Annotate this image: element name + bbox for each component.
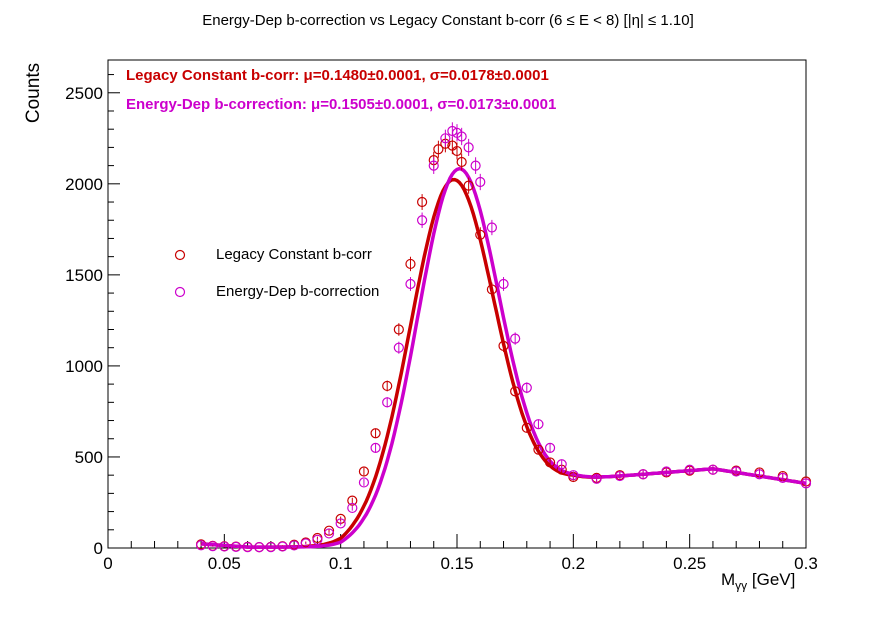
data-point-legacy [533,444,544,455]
data-point-energy [195,540,207,551]
x-tick-label: 0.2 [562,554,586,573]
y-tick-label: 1500 [65,266,103,285]
data-point-legacy [463,180,474,191]
data-point-legacy [498,340,509,351]
data-point-energy [265,541,276,553]
data-point-energy [521,382,532,393]
data-point-energy [219,541,230,552]
y-tick-label: 500 [75,448,103,467]
data-point-energy [498,278,509,290]
x-axis-label: Mγγ [GeV] [721,570,795,592]
data-point-energy [254,541,265,553]
data-point-energy [456,131,467,142]
chart-title: Energy-Dep b-correction vs Legacy Consta… [202,12,694,29]
legend-label-legacy: Legacy Constant b-corr [216,246,372,263]
x-tick-label: 0.05 [208,554,241,573]
x-axis-label-sub: γγ [735,578,748,593]
y-tick-label: 0 [94,539,103,558]
data-point-energy [591,473,602,484]
data-point-energy [777,472,788,483]
fit-result-legacy: Legacy Constant b-corr: μ=0.1480±0.0001,… [126,67,549,84]
data-point-legacy [510,386,521,397]
y-tick-label: 2500 [65,84,103,103]
legend-marker-legacy [174,249,186,261]
data-point-legacy [475,229,486,240]
data-point-energy [405,278,416,290]
data-point-energy [347,502,358,514]
data-point-energy [510,333,521,344]
data-point-energy [486,222,497,233]
data-point-energy [568,470,579,481]
data-point-energy [544,442,556,453]
data-point-energy [230,541,242,553]
data-point-energy [731,466,742,477]
data-point-legacy [544,457,556,468]
data-point-legacy [323,525,335,536]
data-points [195,122,812,553]
data-point-legacy [521,422,532,433]
x-axis-label-unit: [GeV] [747,570,796,589]
data-point-legacy [486,284,497,295]
data-point-legacy [417,196,428,208]
x-tick-label: 0.25 [673,554,706,573]
x-tick-label: 0.15 [440,554,473,573]
data-point-energy [335,518,346,529]
data-point-legacy [405,258,416,270]
y-axis-label: Counts [23,62,44,124]
y-tick-label: 1000 [65,357,103,376]
data-point-legacy [451,145,463,157]
data-point-energy [800,478,812,489]
data-point-energy [638,469,649,480]
y-axis-ticks: 0 500 1000 1500 2000 2500 [65,74,120,558]
y-tick-label: 2000 [65,175,103,194]
data-point-energy [707,464,719,475]
x-axis-ticks: 0 0.05 0.1 0.15 0.2 0.25 0.3 [103,534,818,573]
data-point-energy [312,534,323,545]
fit-curve-energy [200,166,807,549]
data-point-legacy [382,380,393,392]
data-point-energy [277,541,288,552]
data-point-legacy [393,324,404,335]
data-point-energy [323,528,335,539]
data-point-energy [463,142,474,153]
fit-result-energy: Energy-Dep b-correction: μ=0.1505±0.0001… [126,96,557,113]
x-axis-label-main: M [721,570,736,589]
data-point-energy [300,538,311,549]
data-point-legacy [347,495,358,506]
data-point-energy [393,342,404,353]
data-point-energy [470,160,481,171]
legend-label-energy: Energy-Dep b-correction [216,283,380,300]
data-point-legacy [358,466,370,477]
data-point-energy [358,477,370,488]
data-point-energy [754,469,765,480]
data-point-energy [533,419,544,430]
data-point-energy [370,442,381,453]
data-point-energy [242,541,253,553]
data-point-energy [440,133,451,144]
data-point-energy [207,541,218,552]
data-point-energy [556,459,567,470]
data-point-legacy [433,144,444,155]
data-point-legacy [370,428,381,439]
data-point-energy [289,540,300,551]
legend-markers [174,249,186,298]
data-point-energy [684,464,695,475]
x-tick-label: 0.1 [329,554,353,573]
fit-curve-legacy [200,177,807,549]
data-point-energy [614,470,625,482]
legend-marker-energy [174,286,186,298]
x-tick-label: 0.3 [794,554,818,573]
data-point-legacy [456,156,467,168]
fit-curves [200,166,807,549]
data-point-energy [417,215,428,226]
data-point-energy [428,160,439,171]
data-point-energy [382,397,393,408]
x-tick-label: 0 [103,554,112,573]
data-point-energy [661,466,672,477]
data-point-energy [475,176,486,188]
